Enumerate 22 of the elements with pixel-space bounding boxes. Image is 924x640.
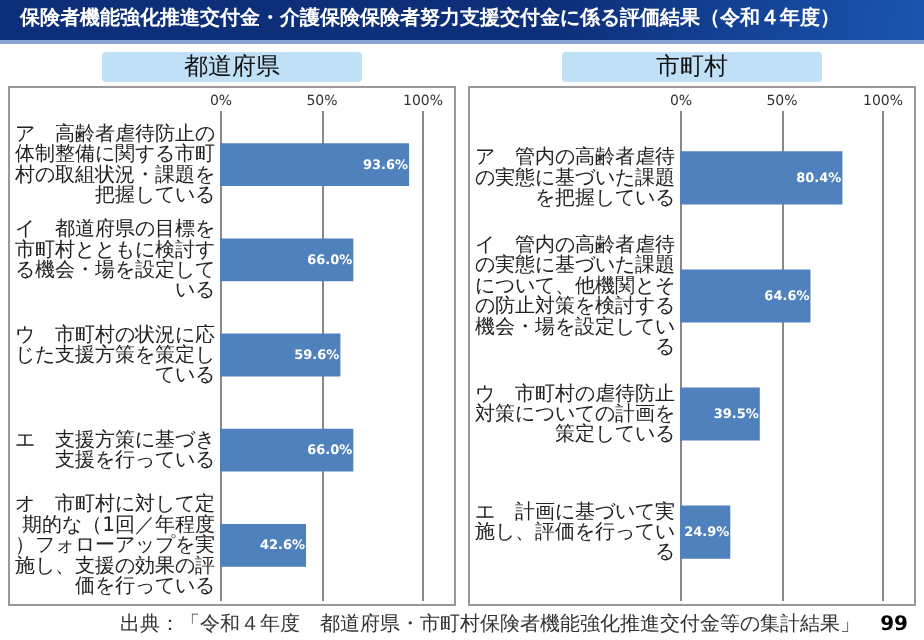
bar <box>680 151 843 205</box>
text: 99 <box>880 614 908 638</box>
y-tick-label: ウ 市町村の状況に応じた支援方策を策定している <box>15 322 215 388</box>
source-note: 出典：「令和４年度 都道府県・市町村保険者機能強化推進交付金等の集計結果」 <box>120 614 860 638</box>
y-tick-label: イ 都道府県の目標を市町村とともに検討する機会・場を設定している <box>15 217 215 303</box>
chart-title: 市町村 <box>562 52 822 82</box>
bar <box>220 143 410 187</box>
y-tick-label: エ 支援方策に基づき支援を行っている <box>15 427 215 473</box>
y-tick-label: ウ 市町村の虐待防止対策についての計画を策定している <box>475 381 675 447</box>
y-tick-label: イ 管内の高齢者虐待の実態に基づいた課題について、他機関とその防止対策を検討する機会・場を設定している <box>475 232 675 359</box>
bar <box>220 333 341 377</box>
y-tick-label: オ 市町村に対して定期的な（1回／年程度）フォローアップを実施し、支援の効果の評価を行っている <box>15 492 215 599</box>
chart-title: 都道府県 <box>102 52 362 82</box>
bar <box>220 523 307 567</box>
bar <box>220 238 354 282</box>
y-tick-label: エ 計画に基づいて実施し、評価を行っている <box>475 499 675 565</box>
bar <box>220 428 354 472</box>
y-tick-label: ア 管内の高齢者虐待の実態に基づいた課題を把握している <box>475 145 675 211</box>
y-tick-label: ア 高齢者虐待防止の体制整備に関する市町村の取組状況・課題を把握している <box>13 122 215 208</box>
bar <box>680 269 811 323</box>
text: 保険者機能強化推進交付金・介護保険保険者努力支援交付金に係る評価結果（令和４年度） <box>0 0 924 44</box>
bar <box>680 387 760 441</box>
